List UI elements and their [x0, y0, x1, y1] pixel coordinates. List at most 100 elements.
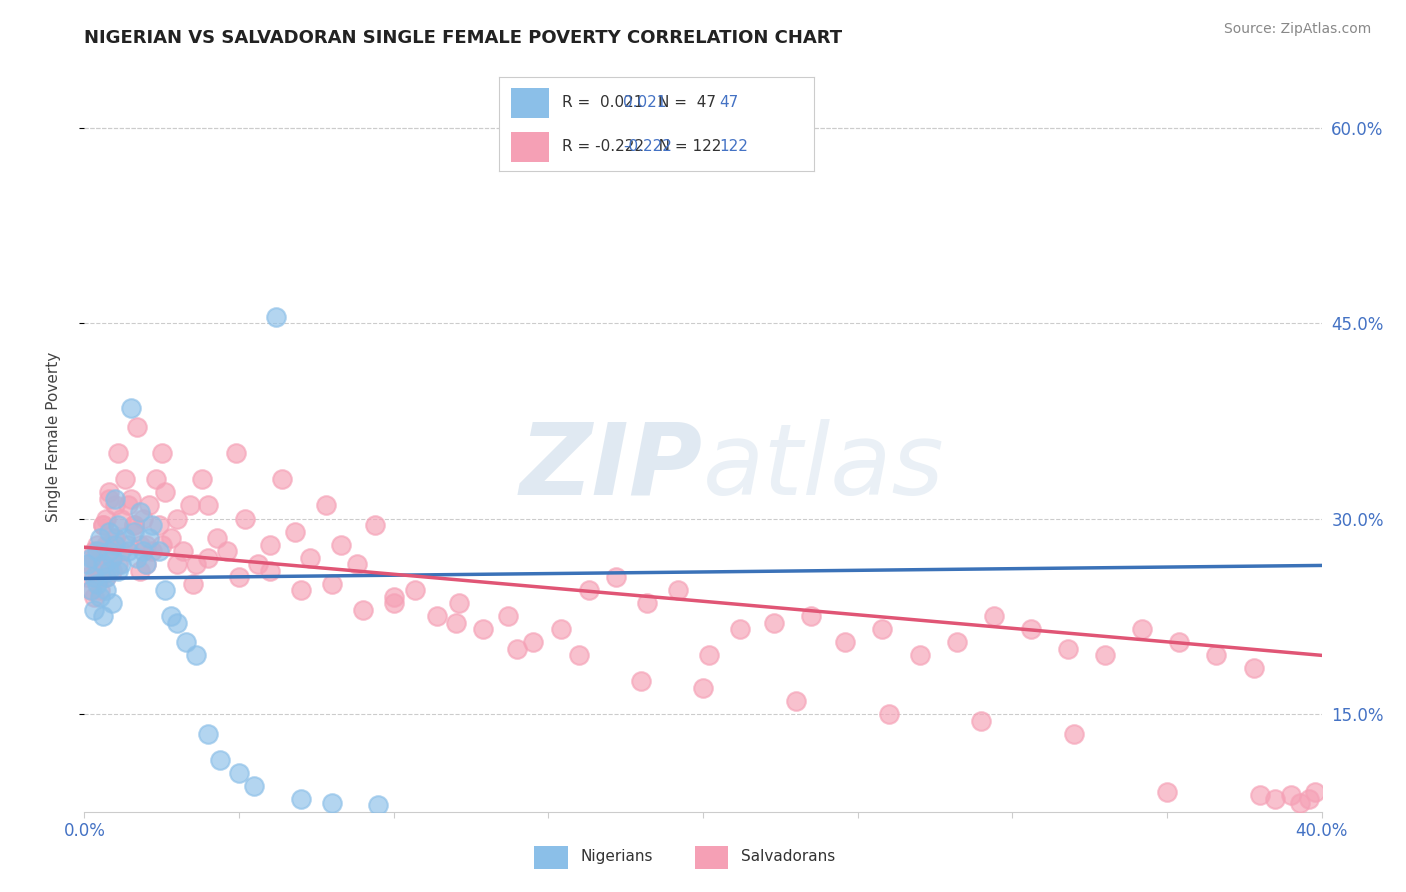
Point	[153, 485, 176, 500]
Point	[91, 557, 114, 571]
Point	[1249, 788, 1271, 802]
Point	[426, 609, 449, 624]
Point	[83, 590, 105, 604]
Point	[496, 609, 519, 624]
Point	[568, 648, 591, 663]
Point	[89, 590, 111, 604]
Point	[94, 570, 117, 584]
Point	[101, 550, 124, 565]
Point	[141, 544, 163, 558]
Point	[259, 564, 281, 578]
Point	[763, 615, 786, 630]
Point	[321, 796, 343, 810]
Point	[330, 538, 353, 552]
Y-axis label: Single Female Poverty: Single Female Poverty	[46, 352, 60, 522]
Point	[89, 570, 111, 584]
Point	[141, 518, 163, 533]
Point	[259, 538, 281, 552]
Point	[117, 538, 139, 552]
Point	[110, 544, 132, 558]
Point	[1243, 661, 1265, 675]
Point	[86, 544, 108, 558]
Point	[191, 472, 214, 486]
Point	[197, 726, 219, 740]
Point	[382, 590, 405, 604]
Point	[98, 538, 121, 552]
Point	[1130, 622, 1153, 636]
Point	[104, 499, 127, 513]
Point	[872, 622, 894, 636]
Point	[1279, 788, 1302, 802]
Point	[785, 694, 807, 708]
Point	[605, 570, 627, 584]
Point	[233, 511, 256, 525]
Point	[160, 609, 183, 624]
Point	[129, 538, 152, 552]
Point	[246, 557, 269, 571]
Point	[129, 505, 152, 519]
Point	[697, 648, 720, 663]
Point	[94, 511, 117, 525]
Text: Salvadorans: Salvadorans	[741, 849, 835, 863]
Point	[160, 531, 183, 545]
Point	[382, 596, 405, 610]
Point	[404, 583, 426, 598]
Point	[352, 603, 374, 617]
Point	[98, 544, 121, 558]
Point	[630, 674, 652, 689]
Point	[114, 472, 136, 486]
Point	[346, 557, 368, 571]
Bar	[695, 846, 728, 869]
Point	[86, 570, 108, 584]
Point	[148, 544, 170, 558]
Point	[1094, 648, 1116, 663]
Point	[98, 564, 121, 578]
Point	[148, 518, 170, 533]
Point	[207, 531, 229, 545]
Point	[104, 531, 127, 545]
Point	[1298, 791, 1320, 805]
Point	[166, 615, 188, 630]
Point	[94, 570, 117, 584]
Point	[79, 557, 101, 571]
Point	[76, 570, 98, 584]
Point	[132, 511, 155, 525]
Point	[132, 544, 155, 558]
Point	[1156, 785, 1178, 799]
Point	[89, 583, 111, 598]
Point	[1063, 726, 1085, 740]
Point	[98, 524, 121, 539]
Text: ZIP: ZIP	[520, 418, 703, 516]
Point	[225, 446, 247, 460]
Point	[107, 446, 129, 460]
Point	[578, 583, 600, 598]
Point	[86, 557, 108, 571]
Point	[1205, 648, 1227, 663]
Point	[290, 791, 312, 805]
Point	[800, 609, 823, 624]
Point	[299, 550, 322, 565]
Point	[1305, 785, 1327, 799]
Point	[315, 499, 337, 513]
Point	[94, 538, 117, 552]
Point	[1289, 796, 1312, 810]
Point	[150, 538, 173, 552]
Point	[104, 531, 127, 545]
Text: Nigerians: Nigerians	[581, 849, 654, 863]
Point	[447, 596, 470, 610]
Point	[184, 648, 207, 663]
Point	[110, 511, 132, 525]
Point	[166, 557, 188, 571]
Point	[91, 518, 114, 533]
Point	[197, 499, 219, 513]
Point	[135, 557, 157, 571]
Point	[129, 564, 152, 578]
Point	[636, 596, 658, 610]
Point	[945, 635, 967, 649]
Point	[83, 570, 105, 584]
Point	[1168, 635, 1191, 649]
Point	[209, 753, 232, 767]
Point	[472, 622, 495, 636]
Point	[104, 538, 127, 552]
Point	[228, 570, 250, 584]
